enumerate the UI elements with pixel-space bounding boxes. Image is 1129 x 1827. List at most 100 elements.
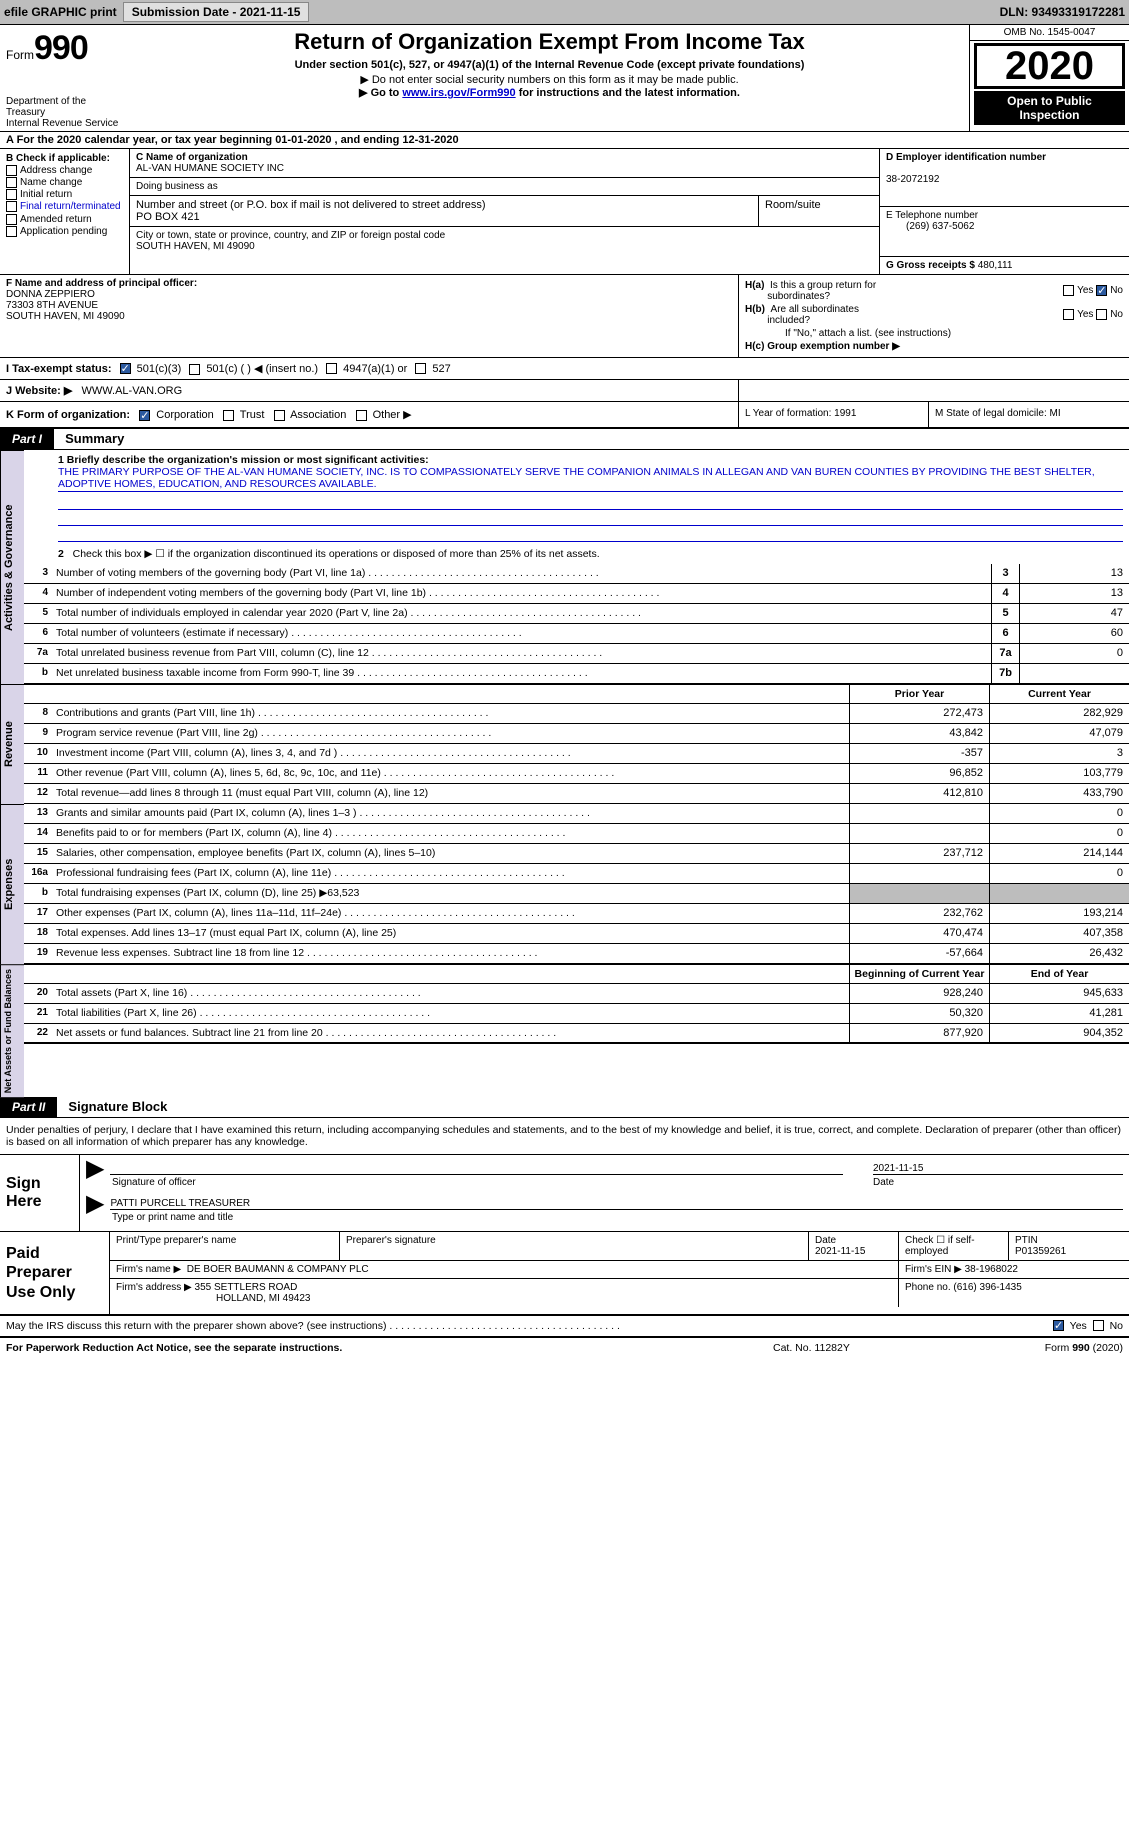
line-18: 18Total expenses. Add lines 13–17 (must … — [24, 924, 1129, 944]
col-end: End of Year — [989, 965, 1129, 983]
form-subtitle: Under section 501(c), 527, or 4947(a)(1)… — [138, 59, 961, 71]
omb-number: OMB No. 1545-0047 — [970, 25, 1129, 41]
firm-addr-cell: Firm's address ▶ 355 SETTLERS ROAD HOLLA… — [110, 1279, 899, 1307]
instructions-link[interactable]: www.irs.gov/Form990 — [402, 87, 515, 99]
row-klm: K Form of organization: Corporation Trus… — [0, 402, 1129, 429]
chk-other[interactable]: Other ▶ — [356, 409, 412, 421]
mission-label: 1 Briefly describe the organization's mi… — [58, 454, 429, 466]
side-activities: Activities & Governance — [0, 450, 24, 684]
discuss-yes[interactable]: Yes — [1053, 1320, 1087, 1332]
tax-exempt-label: I Tax-exempt status: — [6, 363, 112, 375]
chk-527[interactable]: 527 — [415, 363, 450, 375]
line-6: 6Total number of volunteers (estimate if… — [24, 624, 1129, 644]
ein-label: D Employer identification number — [886, 152, 1046, 163]
hb-yes[interactable]: Yes — [1063, 309, 1093, 320]
box-b: B Check if applicable: Address change Na… — [0, 149, 130, 274]
firm-name-cell: Firm's name ▶ DE BOER BAUMANN & COMPANY … — [110, 1261, 899, 1278]
box-d: D Employer identification number 38-2072… — [879, 149, 1129, 274]
line-4: 4Number of independent voting members of… — [24, 584, 1129, 604]
col-begin: Beginning of Current Year — [849, 965, 989, 983]
box-b-title: B Check if applicable: — [6, 153, 110, 164]
gross-value: 480,111 — [978, 260, 1013, 271]
top-toolbar: efile GRAPHIC print Submission Date - 20… — [0, 0, 1129, 24]
chk-application-pending[interactable]: Application pending — [6, 226, 123, 237]
line-5: 5Total number of individuals employed in… — [24, 604, 1129, 624]
prep-sig-cell: Preparer's signature — [340, 1232, 809, 1260]
footer-left: For Paperwork Reduction Act Notice, see … — [6, 1342, 773, 1354]
form-identifier: Form990 Department of the Treasury Inter… — [0, 25, 130, 131]
chk-4947[interactable]: 4947(a)(1) or — [326, 363, 407, 375]
part2-label: Part II — [0, 1097, 57, 1117]
form-org-label: K Form of organization: — [6, 409, 130, 421]
chk-501c3[interactable]: 501(c)(3) — [120, 363, 182, 375]
room-label: Room/suite — [765, 199, 821, 211]
side-revenue: Revenue — [0, 684, 24, 804]
perjury-text: Under penalties of perjury, I declare th… — [0, 1118, 1129, 1155]
chk-amended[interactable]: Amended return — [6, 214, 123, 225]
arrow-icon: ▶ — [86, 1163, 104, 1175]
ha-yes[interactable]: Yes — [1063, 285, 1093, 296]
box-f: F Name and address of principal officer:… — [0, 275, 739, 357]
prep-date-cell: Date2021-11-15 — [809, 1232, 899, 1260]
self-employed-cell[interactable]: Check ☐ if self-employed — [899, 1232, 1009, 1260]
activities-governance-section: Activities & Governance 1 Briefly descri… — [0, 450, 1129, 684]
chk-name-change[interactable]: Name change — [6, 177, 123, 188]
chk-address-change[interactable]: Address change — [6, 165, 123, 176]
efile-label: efile GRAPHIC print — [4, 5, 117, 19]
gross-label: G Gross receipts $ — [886, 260, 975, 271]
row-a: A For the 2020 calendar year, or tax yea… — [0, 131, 1129, 149]
date-label: Date — [873, 1177, 1123, 1188]
ha-no[interactable]: No — [1096, 285, 1123, 296]
chk-trust[interactable]: Trust — [223, 409, 265, 421]
officer-signature-line[interactable] — [110, 1174, 843, 1175]
form-number: 990 — [34, 29, 88, 67]
prior-current-header: Prior Year Current Year — [24, 684, 1129, 704]
line-8: 8Contributions and grants (Part VIII, li… — [24, 704, 1129, 724]
discuss-no[interactable]: No — [1093, 1320, 1123, 1332]
line-16a: 16aProfessional fundraising fees (Part I… — [24, 864, 1129, 884]
part2-header: Part II Signature Block — [0, 1097, 1129, 1118]
chk-assoc[interactable]: Association — [274, 409, 347, 421]
row-j: J Website: ▶ WWW.AL-VAN.ORG — [0, 380, 1129, 402]
line-19: 19Revenue less expenses. Subtract line 1… — [24, 944, 1129, 964]
ptin-cell: PTINP01359261 — [1009, 1232, 1129, 1260]
section-bcd: B Check if applicable: Address change Na… — [0, 149, 1129, 275]
sig-officer-label: Signature of officer — [86, 1177, 873, 1188]
street-label: Number and street (or P.O. box if mail i… — [136, 199, 486, 211]
firm-phone-cell: Phone no. (616) 396-1435 — [899, 1279, 1129, 1307]
line-3: 3Number of voting members of the governi… — [24, 564, 1129, 584]
line-13: 13Grants and similar amounts paid (Part … — [24, 804, 1129, 824]
chk-501c[interactable]: 501(c) ( ) ◀ (insert no.) — [189, 362, 318, 375]
form-note1: ▶ Do not enter social security numbers o… — [138, 73, 961, 86]
line-15: 15Salaries, other compensation, employee… — [24, 844, 1129, 864]
open-public-label: Open to Public Inspection — [974, 91, 1125, 125]
submission-date-button[interactable]: Submission Date - 2021-11-15 — [123, 2, 310, 22]
chk-initial-return[interactable]: Initial return — [6, 189, 123, 200]
col-current: Current Year — [989, 685, 1129, 703]
org-name-label: C Name of organization — [136, 152, 248, 163]
section-fh: F Name and address of principal officer:… — [0, 275, 1129, 358]
tel-label: E Telephone number — [886, 210, 978, 221]
part2-title: Signature Block — [60, 1099, 167, 1114]
typed-name-label: Type or print name and title — [86, 1212, 1123, 1223]
chk-final-return[interactable]: Final return/terminated — [6, 201, 123, 212]
hb-no[interactable]: No — [1096, 309, 1123, 320]
form-header: Form990 Department of the Treasury Inter… — [0, 24, 1129, 131]
city-value: SOUTH HAVEN, MI 49090 — [136, 241, 255, 252]
website-value: WWW.AL-VAN.ORG — [82, 385, 183, 397]
street-value: PO BOX 421 — [136, 211, 200, 223]
line-17: 17Other expenses (Part IX, column (A), l… — [24, 904, 1129, 924]
box-c: C Name of organization AL-VAN HUMANE SOC… — [130, 149, 879, 274]
paid-preparer-label: Paid Preparer Use Only — [0, 1232, 110, 1314]
year-formation: L Year of formation: 1991 — [739, 402, 929, 427]
footer-form: Form 990 (2020) — [973, 1342, 1123, 1354]
hc-label: H(c) Group exemption number ▶ — [745, 341, 900, 352]
blank-line — [58, 512, 1123, 526]
h-note: If "No," attach a list. (see instruction… — [745, 328, 1123, 339]
chk-corp[interactable]: Corporation — [139, 409, 214, 421]
tax-year: 2020 — [974, 43, 1125, 89]
page-footer: For Paperwork Reduction Act Notice, see … — [0, 1338, 1129, 1358]
org-name: AL-VAN HUMANE SOCIETY INC — [136, 163, 284, 174]
form-note2: ▶ Go to www.irs.gov/Form990 for instruct… — [138, 86, 961, 99]
part1-label: Part I — [0, 429, 54, 449]
